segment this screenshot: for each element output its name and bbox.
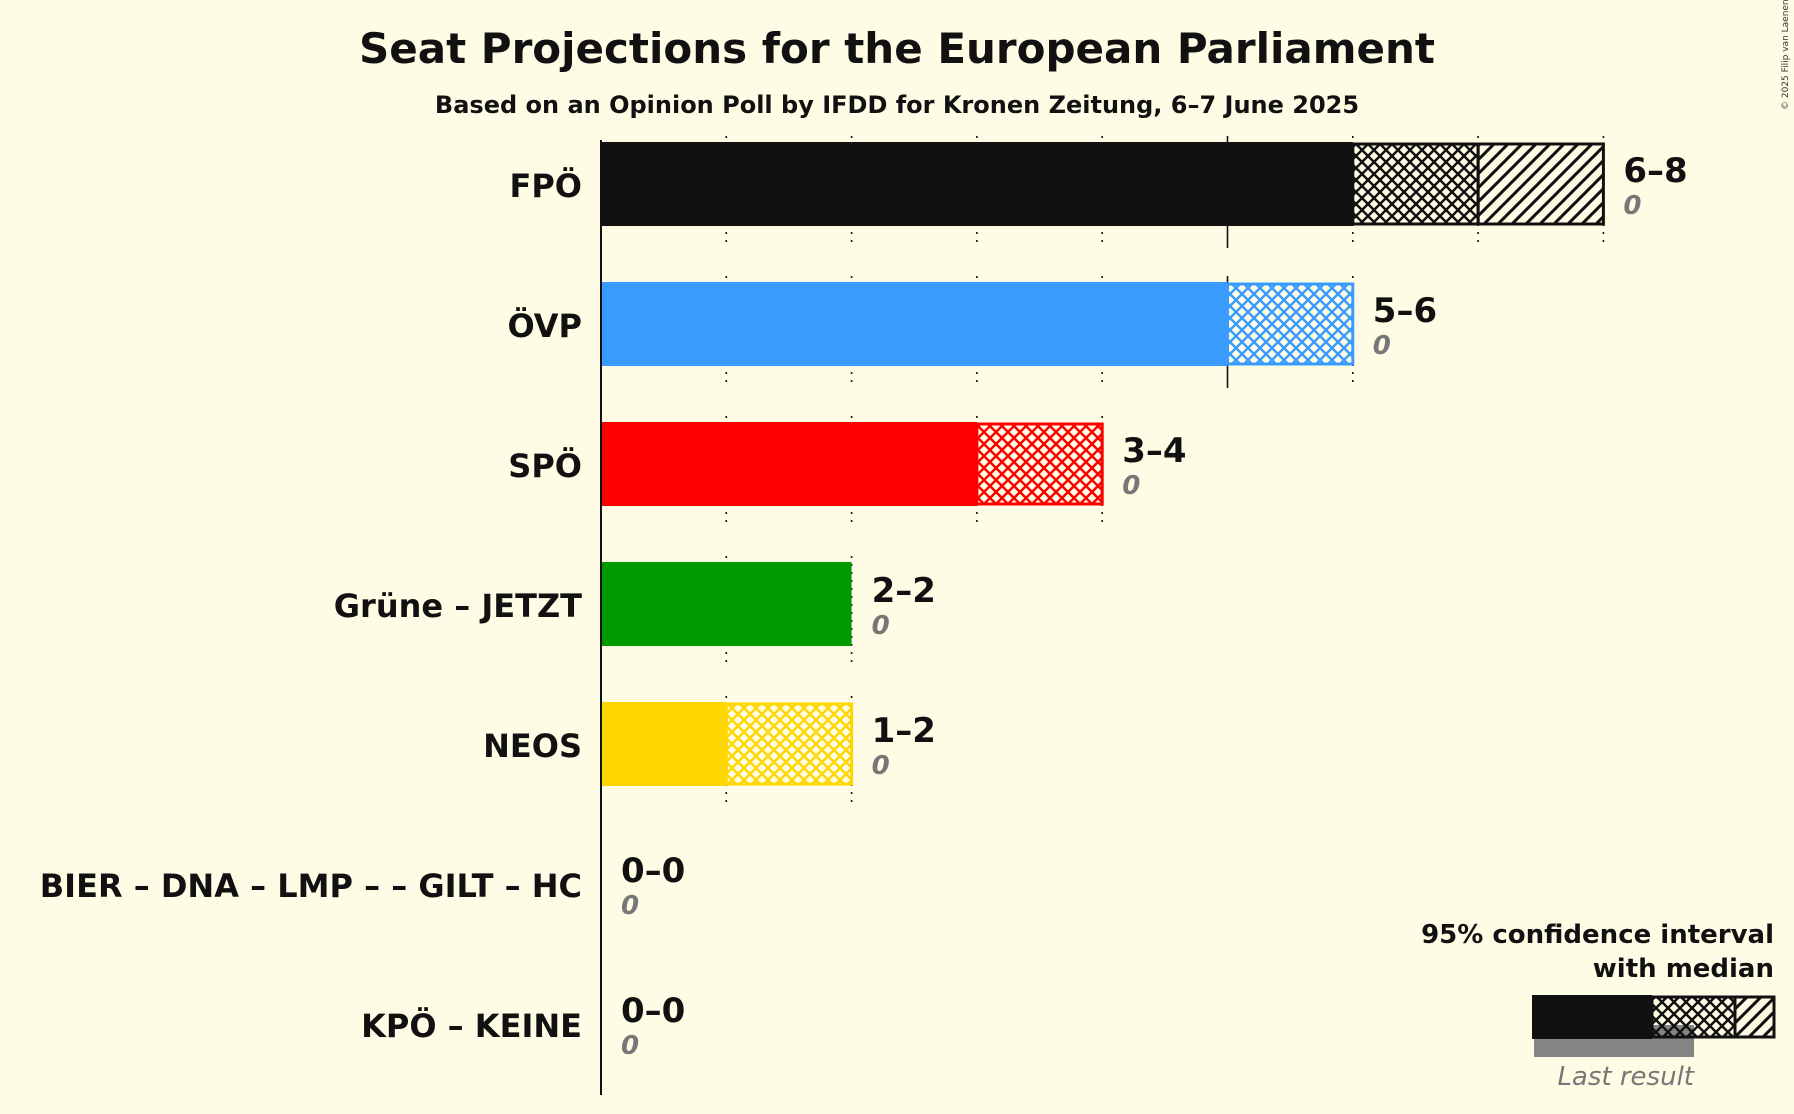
bars-layer xyxy=(601,142,1605,786)
legend-line1: 95% confidence interval xyxy=(1421,920,1774,950)
chart-subtitle: Based on an Opinion Poll by IFDD for Kro… xyxy=(435,91,1359,119)
party-label-row-5: BIER – DNA – LMP – – GILT – HC xyxy=(40,867,582,905)
bar-ci-upper-row-0 xyxy=(1476,142,1605,226)
bar-solid-row-4 xyxy=(601,702,727,786)
party-label-row-0: FPÖ xyxy=(509,167,582,205)
last-result-label-row-4: 0 xyxy=(872,751,890,781)
last-result-label-row-1: 0 xyxy=(1373,331,1391,361)
range-label-row-1: 5–6 xyxy=(1373,291,1437,331)
range-label-row-4: 1–2 xyxy=(872,711,936,751)
bar-ci-lower-row-2 xyxy=(975,422,1104,506)
legend-solid-bar xyxy=(1532,995,1652,1039)
last-result-label-row-3: 0 xyxy=(872,611,890,641)
range-label-row-3: 2–2 xyxy=(872,571,936,611)
range-label-row-5: 0–0 xyxy=(621,851,685,891)
last-result-label-row-6: 0 xyxy=(621,1031,639,1061)
last-result-label-row-2: 0 xyxy=(1122,471,1140,501)
party-label-row-6: KPÖ – KEINE xyxy=(361,1007,582,1045)
chart-title: Seat Projections for the European Parlia… xyxy=(359,24,1435,73)
bar-solid-row-2 xyxy=(601,422,977,506)
bar-ci-lower-row-0 xyxy=(1351,142,1480,226)
copyright-notice: © 2025 Filip van Laenen xyxy=(1781,0,1791,110)
party-label-row-2: SPÖ xyxy=(508,447,582,485)
legend-line2: with median xyxy=(1593,954,1774,984)
last-result-label-row-5: 0 xyxy=(621,891,639,921)
party-label-row-4: NEOS xyxy=(483,727,582,765)
bar-solid-row-3 xyxy=(601,562,852,646)
bar-ci-lower-row-4 xyxy=(724,702,854,786)
range-label-row-6: 0–0 xyxy=(621,991,685,1031)
legend-diag-hatch xyxy=(1733,995,1776,1039)
legend-cross-hatch xyxy=(1650,995,1737,1039)
bar-ci-lower-row-1 xyxy=(1226,282,1355,366)
party-label-row-3: Grüne – JETZT xyxy=(334,587,582,625)
party-label-row-1: ÖVP xyxy=(507,307,582,345)
last-result-label-row-0: 0 xyxy=(1623,191,1641,221)
range-label-row-2: 3–4 xyxy=(1122,431,1186,471)
legend: 95% confidence interval with median Last… xyxy=(1421,920,1776,1092)
bar-solid-row-1 xyxy=(601,282,1228,366)
bar-solid-row-0 xyxy=(601,142,1353,226)
legend-last-result-label: Last result xyxy=(1557,1062,1694,1092)
range-label-row-0: 6–8 xyxy=(1623,151,1687,191)
